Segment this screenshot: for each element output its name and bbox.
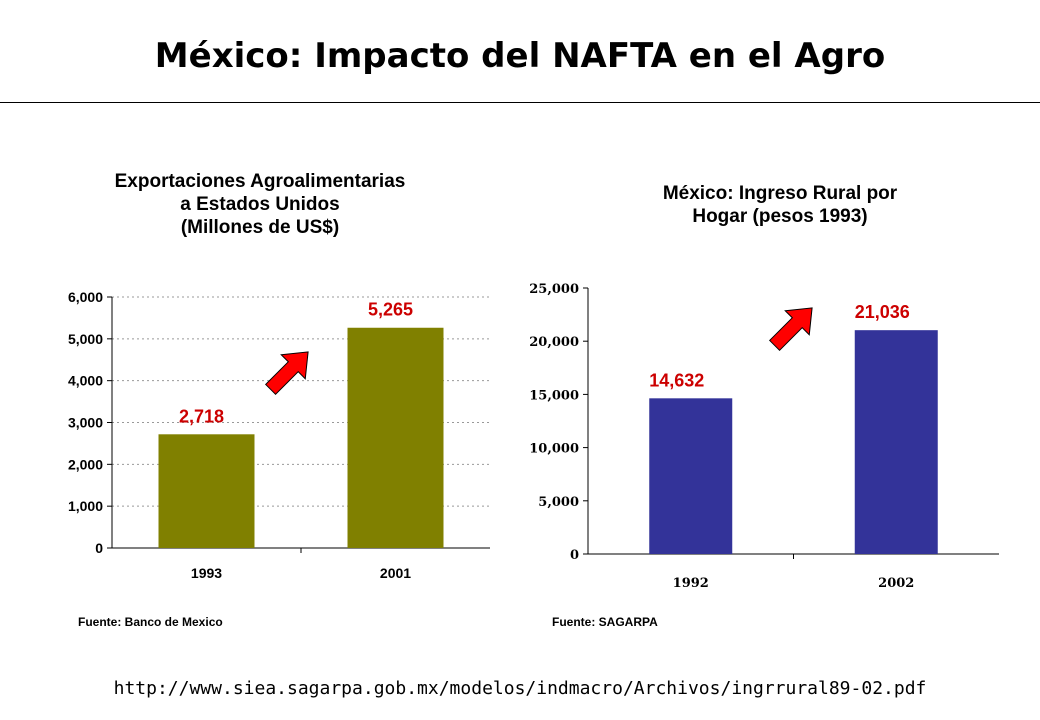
data-label-2002: 21,036 [855, 302, 910, 322]
y-tick-label: 1,000 [68, 498, 103, 514]
y-tick-label: 6,000 [68, 289, 103, 305]
growth-arrow-shape [768, 307, 813, 352]
y-tick-label: 20,000 [529, 335, 579, 350]
x-tick-label-2002: 2002 [878, 576, 914, 591]
income-bar-chart: 0 5,000 10,000 15,000 20,000 25,000 14,632 1992… [529, 282, 999, 591]
bar-2002 [854, 330, 938, 554]
chart-title-income: México: Ingreso Rural por Hogar (pesos 1… [662, 183, 898, 227]
source-note-income: Fuente: SAGARPA [552, 615, 658, 629]
bar-1993 [158, 434, 255, 548]
x-tick-label-2001: 2001 [380, 565, 411, 581]
source-note-exports: Fuente: Banco de Mexico [78, 615, 223, 629]
y-tick-label: 10,000 [529, 442, 579, 457]
exports-bar-chart: 0 1,000 2,000 3,000 4,000 5,000 6,000 2,718 1993… [68, 289, 490, 581]
growth-arrow-icon [768, 307, 813, 352]
y-tick-label: 5,000 [68, 331, 103, 347]
page-title: México: Impacto del NAFTA en el Agro [154, 36, 886, 76]
title-divider [0, 102, 1040, 103]
y-tick-label: 3,000 [68, 415, 103, 431]
x-tick-label-1992: 1992 [673, 576, 709, 591]
bar-1992 [649, 398, 733, 554]
chart-title-exports: Exportaciones Agroalimentarias a Estados… [114, 171, 406, 238]
y-tick-label: 2,000 [68, 456, 103, 472]
growth-arrow-shape [264, 351, 309, 396]
data-label-1993: 2,718 [179, 406, 224, 426]
data-label-1992: 14,632 [649, 370, 704, 390]
x-tick-label-1993: 1993 [191, 565, 222, 581]
bar-2001 [347, 327, 444, 548]
y-tick-label: 0 [570, 548, 579, 563]
y-tick-label: 4,000 [68, 373, 103, 389]
y-tick-label: 5,000 [538, 495, 579, 510]
y-tick-label: 15,000 [529, 388, 579, 403]
growth-arrow-icon [264, 351, 309, 396]
y-tick-label: 0 [95, 540, 103, 556]
y-tick-label: 25,000 [529, 282, 579, 297]
source-url[interactable]: http://www.siea.sagarpa.gob.mx/modelos/i… [113, 678, 927, 699]
data-label-2001: 5,265 [368, 300, 413, 320]
